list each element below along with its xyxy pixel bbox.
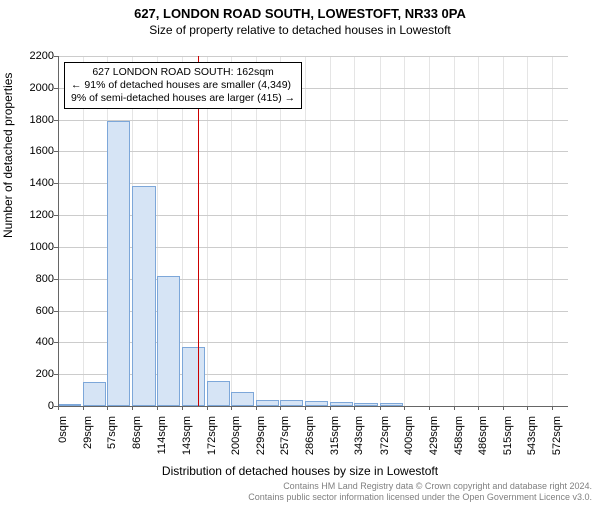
y-axis-label: Number of detached properties bbox=[1, 73, 15, 238]
gridline-vertical bbox=[330, 56, 331, 406]
annotation-line2: ← 91% of detached houses are smaller (4,… bbox=[71, 79, 295, 92]
gridline-vertical bbox=[305, 56, 306, 406]
x-tick-label: 543sqm bbox=[526, 416, 538, 476]
y-tick-label: 1200 bbox=[14, 209, 54, 221]
y-tick-label: 2200 bbox=[14, 50, 54, 62]
x-tick-label: 57sqm bbox=[106, 416, 118, 476]
gridline-vertical bbox=[354, 56, 355, 406]
x-tick-label: 114sqm bbox=[156, 416, 168, 476]
x-axis-line bbox=[58, 406, 568, 407]
x-tick-label: 172sqm bbox=[206, 416, 218, 476]
x-tick-label: 429sqm bbox=[428, 416, 440, 476]
gridline-vertical bbox=[454, 56, 455, 406]
x-tick-label: 372sqm bbox=[379, 416, 391, 476]
gridline-horizontal bbox=[58, 120, 568, 121]
y-tick-label: 600 bbox=[14, 305, 54, 317]
gridline-vertical bbox=[503, 56, 504, 406]
x-tick-label: 200sqm bbox=[230, 416, 242, 476]
histogram-bar bbox=[107, 121, 130, 406]
y-tick-label: 1800 bbox=[14, 114, 54, 126]
y-axis-line bbox=[58, 56, 59, 406]
y-tick-label: 400 bbox=[14, 336, 54, 348]
x-tick-label: 315sqm bbox=[329, 416, 341, 476]
y-tick-label: 1400 bbox=[14, 177, 54, 189]
gridline-vertical bbox=[429, 56, 430, 406]
x-tick-label: 572sqm bbox=[551, 416, 563, 476]
y-tick-label: 1600 bbox=[14, 145, 54, 157]
footer-line1: Contains HM Land Registry data © Crown c… bbox=[248, 481, 592, 492]
gridline-horizontal bbox=[58, 56, 568, 57]
histogram-bar bbox=[182, 347, 205, 406]
histogram-bar bbox=[83, 382, 106, 406]
histogram-bar bbox=[132, 186, 155, 406]
gridline-horizontal bbox=[58, 151, 568, 152]
footer-line2: Contains public sector information licen… bbox=[248, 492, 592, 503]
histogram-bar bbox=[157, 276, 180, 406]
plot-area: 627 LONDON ROAD SOUTH: 162sqm← 91% of de… bbox=[58, 56, 568, 406]
histogram-bar bbox=[231, 392, 254, 406]
x-tick-label: 486sqm bbox=[477, 416, 489, 476]
chart-subtitle: Size of property relative to detached ho… bbox=[0, 23, 600, 37]
x-tick-label: 458sqm bbox=[453, 416, 465, 476]
gridline-vertical bbox=[380, 56, 381, 406]
x-tick-label: 0sqm bbox=[57, 416, 69, 476]
histogram-bar bbox=[207, 381, 230, 406]
annotation-box: 627 LONDON ROAD SOUTH: 162sqm← 91% of de… bbox=[64, 62, 302, 109]
annotation-line1: 627 LONDON ROAD SOUTH: 162sqm bbox=[71, 66, 295, 79]
y-tick-label: 200 bbox=[14, 368, 54, 380]
y-tick-label: 800 bbox=[14, 273, 54, 285]
gridline-vertical bbox=[404, 56, 405, 406]
x-tick-label: 286sqm bbox=[304, 416, 316, 476]
gridline-vertical bbox=[552, 56, 553, 406]
x-tick-label: 515sqm bbox=[502, 416, 514, 476]
y-tick-label: 1000 bbox=[14, 241, 54, 253]
x-tick-label: 86sqm bbox=[131, 416, 143, 476]
x-tick-label: 229sqm bbox=[255, 416, 267, 476]
x-tick-label: 143sqm bbox=[181, 416, 193, 476]
x-tick-label: 257sqm bbox=[279, 416, 291, 476]
y-tick-label: 2000 bbox=[14, 82, 54, 94]
chart-title: 627, LONDON ROAD SOUTH, LOWESTOFT, NR33 … bbox=[0, 6, 600, 21]
x-tick-label: 29sqm bbox=[82, 416, 94, 476]
annotation-line3: 9% of semi-detached houses are larger (4… bbox=[71, 92, 295, 105]
gridline-vertical bbox=[478, 56, 479, 406]
x-tick-label: 400sqm bbox=[403, 416, 415, 476]
gridline-horizontal bbox=[58, 183, 568, 184]
gridline-vertical bbox=[527, 56, 528, 406]
x-tick-label: 343sqm bbox=[353, 416, 365, 476]
y-tick-label: 0 bbox=[14, 400, 54, 412]
